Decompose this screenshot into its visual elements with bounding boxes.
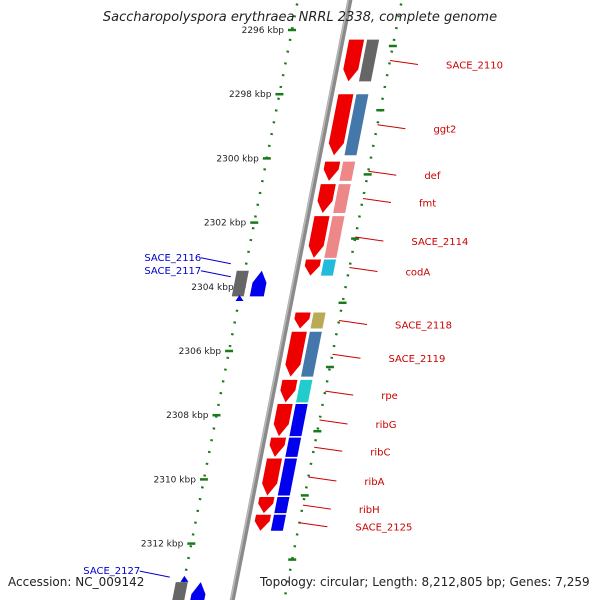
- cog-box-ribg: [289, 403, 308, 437]
- label-leader: [362, 198, 392, 204]
- label-leader: [368, 170, 397, 176]
- gene-arrow-riba: [262, 458, 283, 496]
- gene-arrow-sace-2110: [343, 39, 365, 82]
- cog-box-ggt2: [344, 94, 369, 156]
- genome-backbone-highlight: [230, 0, 350, 600]
- tick-label: 2298 kbp: [229, 90, 272, 100]
- label-leader: [349, 267, 378, 273]
- gene-arrow-def: [323, 161, 341, 181]
- map-title: Saccharopolyspora erythraea NRRL 2338, c…: [102, 10, 498, 25]
- genome-backbone: [229, 0, 353, 600]
- cog-box-coda: [320, 259, 337, 276]
- label-leader: [299, 522, 328, 528]
- gene-label-coda: codA: [405, 268, 430, 279]
- cog-box-riba: [277, 458, 298, 496]
- tick-label: 2302 kbp: [204, 219, 247, 229]
- cog-box-sace-2116: [231, 270, 249, 297]
- gene-label-sace-2114: SACE_2114: [411, 237, 468, 248]
- tick-label: 2296 kbp: [242, 26, 285, 36]
- topology-info: Topology: circular; Length: 8,212,805 bp…: [260, 575, 590, 589]
- gene-arrow-sace-2118: [294, 312, 311, 329]
- tick-label: 2312 kbp: [141, 540, 184, 550]
- gene-arrow-sace-2116: [249, 270, 267, 297]
- gene-arrow-sace-2114: [308, 216, 330, 258]
- cog-box-ribc: [285, 437, 302, 457]
- gene-label-rpe: rpe: [381, 391, 398, 402]
- cog-box-rpe: [296, 379, 313, 403]
- gene-arrow-sace-2127: [190, 582, 206, 600]
- gene-label-ribg: ribG: [376, 420, 397, 431]
- tick-layer: 2296 kbp 2298 kbp 2300 kbp 2302 kbp 2304 kbp…: [141, 0, 404, 600]
- inner-dotted-ring: [283, 0, 404, 600]
- gene-label-riba: ribA: [364, 477, 384, 488]
- gene-label-sace-2125: SACE_2125: [355, 523, 412, 534]
- gene-label-sace-2110: SACE_2110: [446, 60, 503, 71]
- label-leader: [314, 446, 343, 452]
- label-leader: [308, 476, 337, 482]
- gene-arrow-fmt: [317, 184, 336, 213]
- outer-dotted-ring: [179, 0, 300, 600]
- gene-arrow-rpe: [280, 379, 298, 403]
- tick-label: 2306 kbp: [179, 347, 222, 357]
- label-leader: [200, 270, 231, 278]
- label-leader: [302, 504, 331, 510]
- cog-box-ribh: [274, 497, 290, 514]
- cog-layer: [172, 39, 380, 600]
- backbone-layer: [229, 0, 353, 600]
- gene-label-sace-2127: SACE_2127: [83, 566, 140, 577]
- cog-box-sace-2119: [301, 331, 322, 377]
- label-leader: [355, 236, 384, 242]
- cog-box-sace-2110: [358, 39, 380, 82]
- gene-arrow-sace-2119: [285, 331, 307, 377]
- label-leader: [319, 419, 348, 425]
- gene-layer: [180, 39, 365, 600]
- strand-marker-icon: [180, 575, 189, 582]
- label-leader: [325, 390, 354, 396]
- gene-arrow-sace-2125: [254, 514, 271, 531]
- cog-box-sace-2125: [270, 514, 286, 531]
- strand-marker-icon: [235, 295, 244, 302]
- gene-arrow-ribg: [273, 403, 293, 437]
- tick-label: 2310 kbp: [154, 475, 197, 485]
- cog-box-def: [339, 161, 356, 181]
- gene-arrow-ribc: [269, 437, 287, 457]
- cog-box-sace-2118: [310, 312, 326, 329]
- accession-info: Accession: NC_009142: [8, 575, 145, 589]
- gene-arrow-coda: [304, 259, 322, 276]
- gene-label-fmt: fmt: [419, 199, 436, 210]
- gene-label-ggt2: ggt2: [433, 125, 456, 136]
- gene-label-ribh: ribH: [359, 505, 380, 516]
- tick-label: 2304 kbp: [191, 283, 234, 293]
- cog-box-sace-2114: [324, 216, 345, 258]
- gene-arrow-ggt2: [328, 94, 354, 156]
- label-leader: [200, 257, 231, 265]
- tick-label: 2300 kbp: [216, 154, 259, 164]
- gene-arrow-ribh: [258, 497, 275, 514]
- gene-label-ribc: ribC: [370, 447, 390, 458]
- gene-label-def: def: [424, 171, 441, 182]
- gene-label-sace-2116: SACE_2116: [144, 253, 201, 264]
- gene-label-sace-2119: SACE_2119: [388, 354, 445, 365]
- gene-label-sace-2117: SACE_2117: [144, 266, 201, 277]
- label-layer: SACE_2110 ggt2 def fmt SACE_2114 codA SACE_211…: [83, 60, 503, 578]
- label-leader: [389, 60, 419, 65]
- label-leader: [332, 353, 361, 359]
- label-leader: [338, 320, 368, 325]
- label-leader: [377, 124, 406, 130]
- cog-box-fmt: [333, 184, 351, 213]
- label-leader: [139, 570, 170, 578]
- gene-label-sace-2118: SACE_2118: [395, 321, 452, 332]
- cog-box-sace-2127: [172, 582, 188, 600]
- tick-label: 2308 kbp: [166, 411, 209, 421]
